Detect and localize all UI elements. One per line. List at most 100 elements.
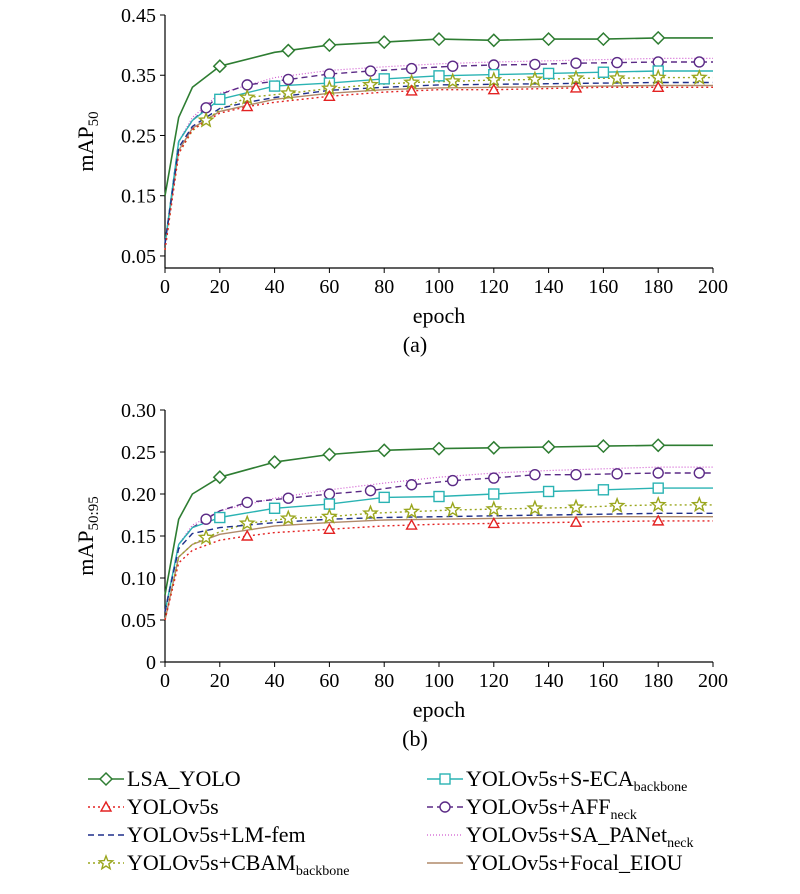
legend-label-main: YOLOv5s+CBAM bbox=[127, 850, 296, 875]
x-tick-label: 20 bbox=[210, 670, 230, 692]
series-marker-cbam bbox=[526, 499, 544, 516]
x-tick-label: 140 bbox=[534, 276, 564, 298]
series-marker-s-eca bbox=[214, 511, 226, 524]
x-tick-label: 160 bbox=[588, 276, 618, 298]
series-marker-lsa-yolo bbox=[541, 439, 556, 455]
chart-caption: (a) bbox=[403, 332, 427, 357]
series-marker-lsa-yolo bbox=[651, 438, 666, 453]
series-marker-s-eca bbox=[542, 67, 555, 80]
x-tick-label: 40 bbox=[265, 276, 285, 298]
series-marker-aff bbox=[405, 479, 418, 491]
legend-label-main: YOLOv5s+Focal_EIOU bbox=[466, 850, 683, 875]
legend-label-yolov5s: YOLOv5s bbox=[127, 794, 219, 819]
series-marker-cbam bbox=[444, 72, 462, 89]
series-line-focal-eiou bbox=[164, 84, 713, 245]
series-marker-s-eca bbox=[378, 73, 390, 85]
series-marker-cbam bbox=[567, 69, 585, 86]
x-tick-label: 140 bbox=[534, 670, 564, 692]
series-marker-cbam bbox=[690, 495, 708, 513]
series-marker-yolov5s bbox=[241, 100, 254, 112]
series-marker-aff bbox=[282, 492, 294, 504]
series-marker-aff bbox=[364, 484, 377, 497]
series-marker-aff bbox=[570, 468, 582, 481]
series-marker-lsa-yolo bbox=[212, 59, 227, 74]
legend-label-sub: backbone bbox=[634, 780, 688, 795]
series-marker-cbam bbox=[567, 498, 585, 515]
x-tick-label: 200 bbox=[698, 670, 728, 692]
y-tick-label: 0.15 bbox=[121, 186, 156, 208]
chart-caption: (b) bbox=[402, 726, 428, 751]
series-marker-aff bbox=[529, 468, 541, 481]
series-marker-cbam bbox=[403, 502, 421, 519]
series-line-lm-fem bbox=[164, 81, 713, 244]
legend-marker-s-eca bbox=[439, 773, 451, 785]
series-marker-lsa-yolo bbox=[267, 455, 282, 470]
legend-label-main: YOLOv5s+LM-fem bbox=[127, 822, 306, 847]
y-axis-label-main: mAP bbox=[73, 530, 98, 575]
series-marker-yolov5s bbox=[405, 518, 418, 530]
y-axis-label-sub: 50 bbox=[86, 111, 102, 126]
series-marker-lsa-yolo bbox=[596, 439, 611, 454]
y-tick-label: 0.25 bbox=[121, 442, 156, 464]
series-marker-aff bbox=[241, 79, 253, 91]
series-marker-lsa-yolo bbox=[431, 32, 447, 47]
x-tick-label: 0 bbox=[160, 670, 170, 692]
series-marker-lsa-yolo bbox=[541, 32, 556, 47]
legend-label-sub: neck bbox=[667, 836, 693, 851]
series-marker-aff bbox=[447, 474, 459, 487]
y-tick-label: 0.15 bbox=[121, 526, 156, 548]
series-marker-lsa-yolo bbox=[651, 30, 666, 45]
series-marker-s-eca bbox=[323, 498, 336, 510]
x-tick-label: 80 bbox=[374, 276, 394, 298]
series-line-yolov5s bbox=[164, 520, 713, 621]
series-marker-lsa-yolo bbox=[377, 35, 392, 50]
series-marker-aff bbox=[529, 58, 541, 71]
x-axis-label: epoch bbox=[413, 697, 466, 722]
series-marker-lsa-yolo bbox=[486, 33, 501, 48]
y-tick-label: 0.45 bbox=[121, 5, 156, 27]
x-tick-label: 40 bbox=[265, 670, 285, 692]
series-marker-cbam bbox=[361, 75, 380, 93]
series-marker-yolov5s bbox=[652, 80, 665, 92]
x-tick-label: 0 bbox=[160, 276, 170, 298]
y-axis-label-sub: 50:95 bbox=[86, 496, 102, 530]
legend: LSA_YOLO YOLOv5s YOLOv5s+LM-fem YOLOv5s+CBA… bbox=[88, 766, 694, 879]
series-marker-s-eca bbox=[433, 70, 445, 82]
series-marker-yolov5s bbox=[323, 522, 336, 534]
chart-panel-a: 0.05 0.15 0.25 0.35 0.45 0 20 40 60 80 100 120 140 16… bbox=[73, 5, 728, 357]
series-marker-yolov5s bbox=[487, 516, 500, 529]
legend-label-focal-eiou: YOLOv5s+Focal_EIOU bbox=[466, 850, 683, 875]
series-marker-aff bbox=[611, 468, 623, 480]
y-axis-label: mAP50:95 bbox=[73, 496, 102, 575]
series-marker-lsa-yolo bbox=[596, 32, 611, 47]
series-marker-cbam bbox=[279, 509, 297, 526]
series-marker-s-eca bbox=[597, 66, 610, 78]
legend-label-main: YOLOv5s+S-ECA bbox=[466, 766, 634, 791]
series-line-lsa-yolo bbox=[164, 37, 713, 196]
series-marker-cbam bbox=[608, 69, 626, 86]
legend-label-main: LSA_YOLO bbox=[127, 766, 241, 791]
legend-label-s-eca: YOLOv5s+S-ECAbackbone bbox=[466, 766, 687, 795]
y-tick-label: 0 bbox=[146, 652, 156, 674]
series-marker-cbam bbox=[485, 71, 503, 88]
legend-marker-lsa-yolo bbox=[98, 771, 114, 787]
series-marker-aff bbox=[364, 65, 377, 77]
y-tick-label: 0.20 bbox=[121, 484, 156, 506]
x-tick-label: 20 bbox=[210, 276, 230, 298]
x-tick-label: 60 bbox=[319, 276, 339, 298]
series-marker-s-eca bbox=[268, 80, 281, 92]
series-marker-s-eca bbox=[214, 93, 226, 106]
x-tick-label: 160 bbox=[588, 670, 618, 692]
y-tick-label: 0.05 bbox=[121, 246, 156, 268]
series-marker-lsa-yolo bbox=[431, 441, 447, 456]
series-line-focal-eiou bbox=[164, 516, 713, 621]
series-marker-yolov5s bbox=[569, 515, 583, 527]
y-axis-label: mAP50 bbox=[73, 111, 102, 171]
legend-label-main: YOLOv5s+AFF bbox=[466, 794, 610, 819]
series-marker-aff bbox=[241, 496, 253, 509]
legend-label-main: YOLOv5s+SA_PANet bbox=[466, 822, 667, 847]
series-marker-aff bbox=[200, 513, 212, 525]
series-marker-cbam bbox=[197, 528, 215, 545]
y-tick-label: 0.10 bbox=[121, 568, 156, 590]
